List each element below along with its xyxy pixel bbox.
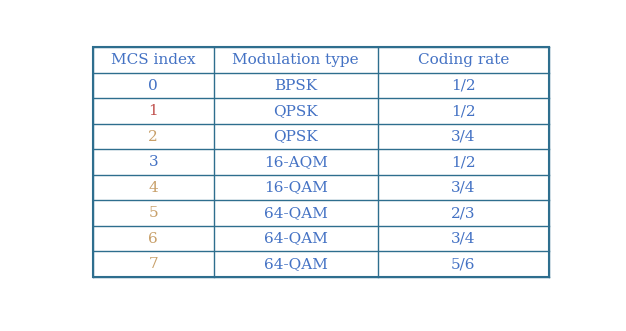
Text: 6: 6 <box>148 231 158 246</box>
Text: 5/6: 5/6 <box>451 257 476 271</box>
Text: 2: 2 <box>148 129 158 144</box>
Text: 64-QAM: 64-QAM <box>264 231 327 246</box>
Text: QPSK: QPSK <box>274 104 318 118</box>
Text: 4: 4 <box>148 180 158 195</box>
Text: 64-QAM: 64-QAM <box>264 257 327 271</box>
Text: 1/2: 1/2 <box>451 104 476 118</box>
Text: BPSK: BPSK <box>274 78 317 93</box>
Text: 7: 7 <box>148 257 158 271</box>
Text: 3/4: 3/4 <box>451 129 476 144</box>
Text: 3/4: 3/4 <box>451 180 476 195</box>
Text: Modulation type: Modulation type <box>232 53 359 67</box>
Text: 1/2: 1/2 <box>451 78 476 93</box>
Text: Coding rate: Coding rate <box>418 53 509 67</box>
Text: 2/3: 2/3 <box>451 206 476 220</box>
Text: 5: 5 <box>148 206 158 220</box>
Text: 1: 1 <box>148 104 158 118</box>
Text: 0: 0 <box>148 78 158 93</box>
Text: 3/4: 3/4 <box>451 231 476 246</box>
Text: MCS index: MCS index <box>111 53 195 67</box>
Text: QPSK: QPSK <box>274 129 318 144</box>
Text: 1/2: 1/2 <box>451 155 476 169</box>
Text: 3: 3 <box>148 155 158 169</box>
Text: 16-AQM: 16-AQM <box>264 155 327 169</box>
Text: 64-QAM: 64-QAM <box>264 206 327 220</box>
Text: 16-QAM: 16-QAM <box>264 180 327 195</box>
